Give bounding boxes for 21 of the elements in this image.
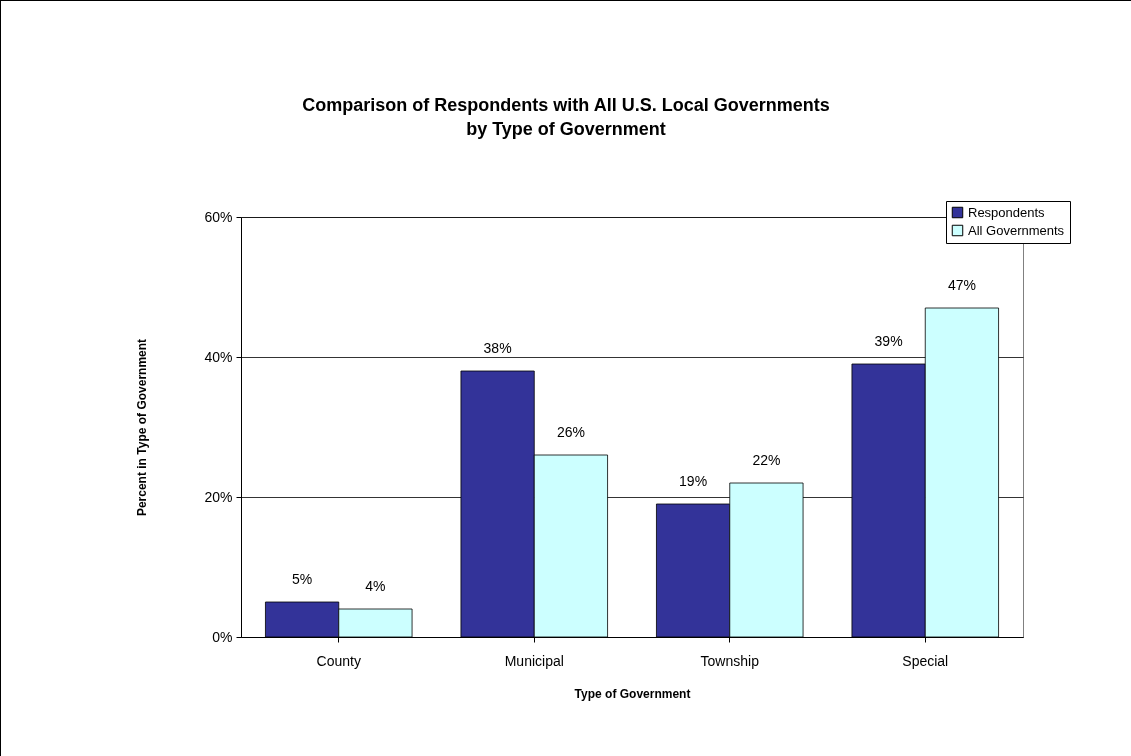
x-tick-label: Special: [902, 652, 949, 669]
data-label: 5%: [291, 571, 313, 587]
data-label: 22%: [752, 452, 781, 468]
y-tick-label: 40%: [204, 348, 233, 365]
x-tick-label: Township: [700, 652, 760, 669]
data-label: 39%: [874, 333, 903, 349]
x-axis-title: Type of Government: [574, 686, 691, 701]
data-label: 19%: [679, 473, 708, 489]
data-label: 47%: [947, 277, 976, 293]
y-tick-label: 0%: [212, 628, 233, 645]
legend-label: Respondents: [968, 204, 1046, 220]
data-label: 4%: [365, 578, 386, 594]
x-tick-label: Municipal: [504, 652, 564, 669]
data-label: 26%: [556, 424, 585, 440]
y-tick-label: 60%: [204, 208, 233, 225]
y-axis-title: Percent in Type of Government: [135, 338, 150, 517]
y-tick-label: 20%: [204, 488, 233, 505]
data-label: 38%: [483, 340, 512, 356]
legend-label: All Governments: [968, 222, 1065, 238]
x-tick-label: County: [316, 652, 361, 669]
chart-title: Comparison of Respondents with All U.S. Local Governments by Type of Government: [302, 94, 830, 139]
